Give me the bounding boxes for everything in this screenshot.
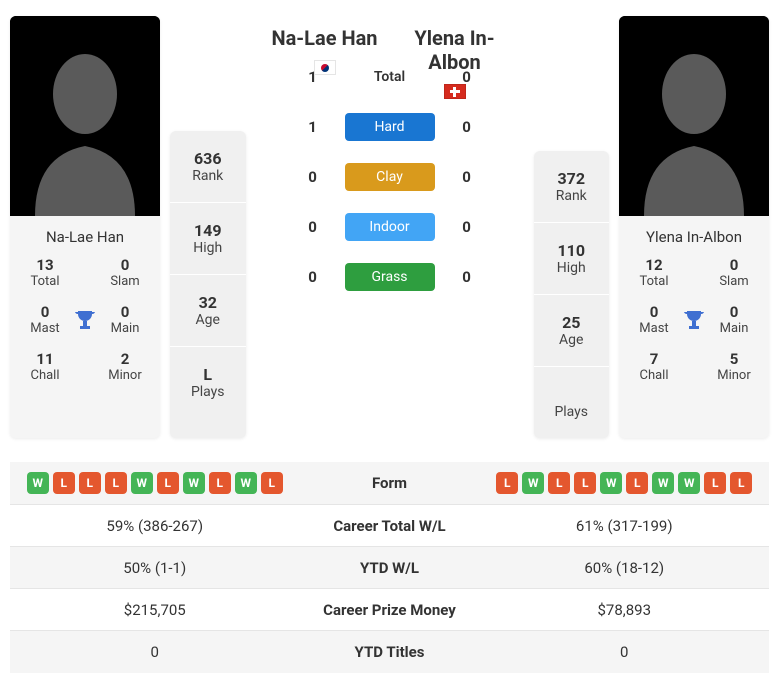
player1-stats-card: 636Rank 149High 32Age LPlays xyxy=(170,131,246,438)
h2h-hard-row: 1 Hard 0 xyxy=(256,113,524,141)
form-badge: L xyxy=(79,472,101,494)
h2h-grass-label: Grass xyxy=(345,263,435,291)
player1-flag-icon xyxy=(314,60,336,75)
player2-titles-mast: 0Mast xyxy=(627,303,681,336)
player2-flag-icon xyxy=(444,84,466,99)
player1-titles-minor: 2Minor xyxy=(98,350,152,383)
player1-card: Na-Lae Han 13Total 0Slam 0Mast 0Main 11C… xyxy=(10,16,160,438)
player1-titles-chall: 11Chall xyxy=(18,350,72,383)
h2h-grass-p1: 0 xyxy=(303,268,323,286)
row-form: WLLLWLWLWL Form LWLLWLWWLL xyxy=(10,462,769,505)
player2-prize: $78,893 xyxy=(480,591,770,629)
player1-titles-mast: 0Mast xyxy=(18,303,72,336)
form-badge: L xyxy=(496,472,518,494)
form-badge: W xyxy=(652,472,674,494)
player1-age: 32Age xyxy=(170,275,246,347)
form-badge: W xyxy=(235,472,257,494)
form-badge: L xyxy=(261,472,283,494)
player1-plays: LPlays xyxy=(170,347,246,418)
player1-career-wl: 59% (386-267) xyxy=(10,507,300,545)
player2-titles-slam: 0Slam xyxy=(707,256,761,289)
form-badge: W xyxy=(678,472,700,494)
h2h-hard-p2: 0 xyxy=(457,118,477,136)
form-badge: L xyxy=(626,472,648,494)
h2h-indoor-label: Indoor xyxy=(345,213,435,241)
player2-ytd-titles: 0 xyxy=(480,633,770,671)
player2-ytd-wl: 60% (18-12) xyxy=(480,549,770,587)
h2h-indoor-p2: 0 xyxy=(457,218,477,236)
player2-age: 25Age xyxy=(534,295,610,367)
prize-label: Career Prize Money xyxy=(300,591,480,629)
form-badge: L xyxy=(704,472,726,494)
form-badge: L xyxy=(105,472,127,494)
row-prize: $215,705 Career Prize Money $78,893 xyxy=(10,589,769,631)
h2h-hard-label: Hard xyxy=(345,113,435,141)
h2h-total-row: 1 Total 0 xyxy=(256,63,524,91)
player2-high: 110High xyxy=(534,223,610,295)
player2-plays: Plays xyxy=(534,367,610,438)
player1-prize: $215,705 xyxy=(10,591,300,629)
form-badge: W xyxy=(183,472,205,494)
player1-titles-main: 0Main xyxy=(98,303,152,336)
h2h-surface-table: 1 Total 0 1 Hard 0 0 Clay 0 0 Indoor 0 0 xyxy=(256,63,524,291)
player2-stats-card: 372Rank 110High 25Age Plays xyxy=(534,151,610,438)
player2-career-wl: 61% (317-199) xyxy=(480,507,770,545)
player2-titles-grid: 12Total 0Slam 0Mast 0Main 7Chall 5Minor xyxy=(619,256,769,397)
player2-titles-main: 0Main xyxy=(707,303,761,336)
ytd-wl-label: YTD W/L xyxy=(300,549,480,587)
h2h-hard-p1: 1 xyxy=(303,118,323,136)
player1-form: WLLLWLWLWL xyxy=(10,462,300,504)
player2-titles-minor: 5Minor xyxy=(707,350,761,383)
ytd-titles-label: YTD Titles xyxy=(300,633,480,671)
player1-titles-grid: 13Total 0Slam 0Mast 0Main 11Chall 2Minor xyxy=(10,256,160,397)
career-wl-label: Career Total W/L xyxy=(300,507,480,545)
h2h-indoor-p1: 0 xyxy=(303,218,323,236)
form-badge: L xyxy=(157,472,179,494)
form-badge: L xyxy=(53,472,75,494)
h2h-grass-p2: 0 xyxy=(457,268,477,286)
form-badge: W xyxy=(27,472,49,494)
form-badge: L xyxy=(548,472,570,494)
player2-card: Ylena In-Albon 12Total 0Slam 0Mast 0Main… xyxy=(619,16,769,438)
player2-avatar[interactable] xyxy=(619,16,769,216)
player1-ytd-titles: 0 xyxy=(10,633,300,671)
player2-titles-total: 12Total xyxy=(627,256,681,289)
h2h-clay-p1: 0 xyxy=(303,168,323,186)
h2h-clay-label: Clay xyxy=(345,163,435,191)
h2h-indoor-row: 0 Indoor 0 xyxy=(256,213,524,241)
player2-form: LWLLWLWWLL xyxy=(480,462,770,504)
row-ytd-wl: 50% (1-1) YTD W/L 60% (18-12) xyxy=(10,547,769,589)
h2h-clay-p2: 0 xyxy=(457,168,477,186)
form-badge: W xyxy=(522,472,544,494)
h2h-clay-row: 0 Clay 0 xyxy=(256,163,524,191)
form-badge: W xyxy=(131,472,153,494)
form-label: Form xyxy=(300,464,480,502)
h2h-total-label: Total xyxy=(345,63,435,91)
player1-rank: 636Rank xyxy=(170,131,246,203)
player1-ytd-wl: 50% (1-1) xyxy=(10,549,300,587)
row-career-wl: 59% (386-267) Career Total W/L 61% (317-… xyxy=(10,505,769,547)
player1-high: 149High xyxy=(170,203,246,275)
player1-card-name: Na-Lae Han xyxy=(42,216,128,256)
center-column: Na-Lae Han Ylena In-Albon 1 Total 0 1 xyxy=(256,16,524,438)
player2-rank: 372Rank xyxy=(534,151,610,223)
trophy-icon xyxy=(72,303,98,336)
player2-titles-chall: 7Chall xyxy=(627,350,681,383)
trophy-icon xyxy=(681,303,707,336)
form-badge: L xyxy=(730,472,752,494)
form-badge: L xyxy=(209,472,231,494)
h2h-grass-row: 0 Grass 0 xyxy=(256,263,524,291)
player1-titles-total: 13Total xyxy=(18,256,72,289)
player2-card-name: Ylena In-Albon xyxy=(642,216,746,256)
player1-titles-slam: 0Slam xyxy=(98,256,152,289)
form-badge: L xyxy=(574,472,596,494)
row-ytd-titles: 0 YTD Titles 0 xyxy=(10,631,769,673)
player1-name[interactable]: Na-Lae Han xyxy=(260,26,390,50)
form-badge: W xyxy=(600,472,622,494)
comparison-table: WLLLWLWLWL Form LWLLWLWWLL 59% (386-267)… xyxy=(10,462,769,673)
top-comparison-row: Na-Lae Han 13Total 0Slam 0Mast 0Main 11C… xyxy=(10,16,769,438)
player1-avatar[interactable] xyxy=(10,16,160,216)
